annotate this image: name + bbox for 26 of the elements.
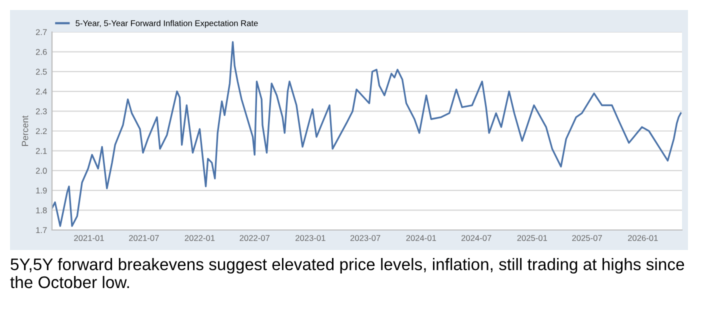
y-tick-label: 2.1 bbox=[36, 148, 47, 154]
x-tick-label: 2026-01 bbox=[628, 235, 658, 241]
x-tick-label: 2024-01 bbox=[406, 235, 436, 241]
y-tick-label: 1.7 bbox=[36, 227, 47, 234]
x-tick-label: 2022-01 bbox=[184, 235, 215, 241]
x-tick-label: 2023-01 bbox=[296, 235, 326, 241]
x-tick-label: 2025-01 bbox=[517, 235, 548, 241]
x-tick-label: 2022-07 bbox=[240, 235, 270, 241]
y-tick-label: 2.0 bbox=[36, 168, 47, 174]
y-tick-label: 2.2 bbox=[36, 128, 47, 134]
y-tick-label: 2.5 bbox=[36, 68, 47, 75]
y-tick-label: 2.7 bbox=[36, 29, 47, 36]
y-tick-label: 2.3 bbox=[36, 108, 47, 114]
y-tick-label: 2.4 bbox=[36, 88, 47, 94]
x-tick-label: 2025-07 bbox=[572, 235, 602, 241]
y-axis-title: Percent bbox=[22, 116, 28, 146]
y-tick-label: 1.9 bbox=[36, 188, 47, 194]
y-tick-label: 2.6 bbox=[36, 49, 47, 55]
legend-label: 5-Year, 5-Year Forward Inflation Expectation Rate bbox=[76, 20, 258, 28]
y-tick-label: 1.8 bbox=[36, 207, 47, 214]
x-tick-label: 2023-07 bbox=[350, 235, 380, 241]
x-tick-label: 2021-01 bbox=[74, 235, 104, 241]
x-tick-label: 2021-07 bbox=[129, 235, 159, 241]
x-tick-label: 2024-07 bbox=[461, 235, 492, 241]
text: 5Y,5Y forward breakevens suggest elevated price levels, inflation, still trading at highs since the October low. bbox=[10, 258, 684, 288]
line-series bbox=[52, 41, 682, 227]
